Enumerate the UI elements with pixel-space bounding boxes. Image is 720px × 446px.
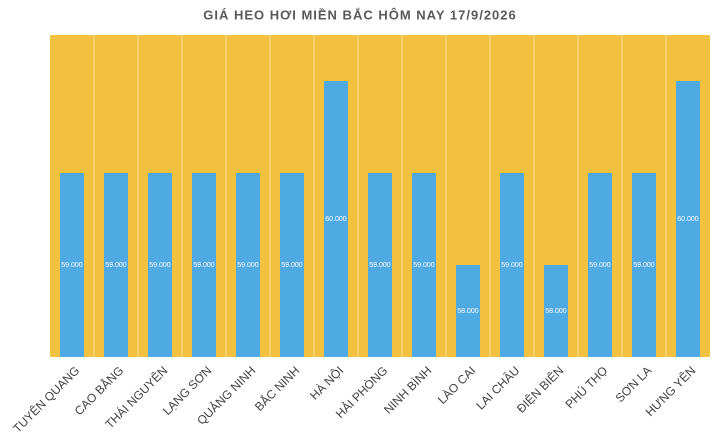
bar: [456, 265, 480, 357]
bar: [632, 173, 656, 357]
data-label: 59.000: [633, 262, 655, 269]
data-label: 59.000: [369, 262, 391, 269]
x-tick-label: TUYÊN QUANG: [10, 363, 83, 436]
bar: [236, 173, 260, 357]
bar: [280, 173, 304, 357]
bar: [500, 173, 524, 357]
data-label: 59.000: [281, 262, 303, 269]
data-label: 59.000: [193, 262, 215, 269]
data-label: 60.000: [677, 216, 699, 223]
bar: [60, 173, 84, 357]
chart-title: GIÁ HEO HƠI MIỀN BẮC HÔM NAY 17/9/2026: [203, 7, 517, 22]
bar: [192, 173, 216, 357]
bar: [324, 81, 348, 357]
bar: [544, 265, 568, 357]
data-label: 58.000: [545, 308, 567, 315]
x-tick-label: BẮC NINH: [251, 363, 302, 414]
bar: [368, 173, 392, 357]
data-label: 58.000: [457, 308, 479, 315]
data-label: 59.000: [105, 262, 127, 269]
x-tick-label: ĐIỆN BIÊN: [513, 363, 566, 416]
x-tick-label: HÀ NỘI: [307, 363, 347, 403]
data-label: 59.000: [149, 262, 171, 269]
data-label: 59.000: [501, 262, 523, 269]
x-tick-label: NINH BÌNH: [380, 363, 434, 417]
bar: [676, 81, 700, 357]
bar: [412, 173, 436, 357]
bar: [148, 173, 172, 357]
bar: [588, 173, 612, 357]
data-label: 60.000: [325, 216, 347, 223]
data-label: 59.000: [61, 262, 83, 269]
x-tick-label: LÀO CAI: [434, 363, 478, 407]
bar: [104, 173, 128, 357]
x-tick-label: SƠN LA: [613, 363, 655, 405]
data-label: 59.000: [413, 262, 435, 269]
data-label: 59.000: [237, 262, 259, 269]
x-tick-label: PHÚ THỌ: [562, 363, 611, 412]
data-label: 59.000: [589, 262, 611, 269]
